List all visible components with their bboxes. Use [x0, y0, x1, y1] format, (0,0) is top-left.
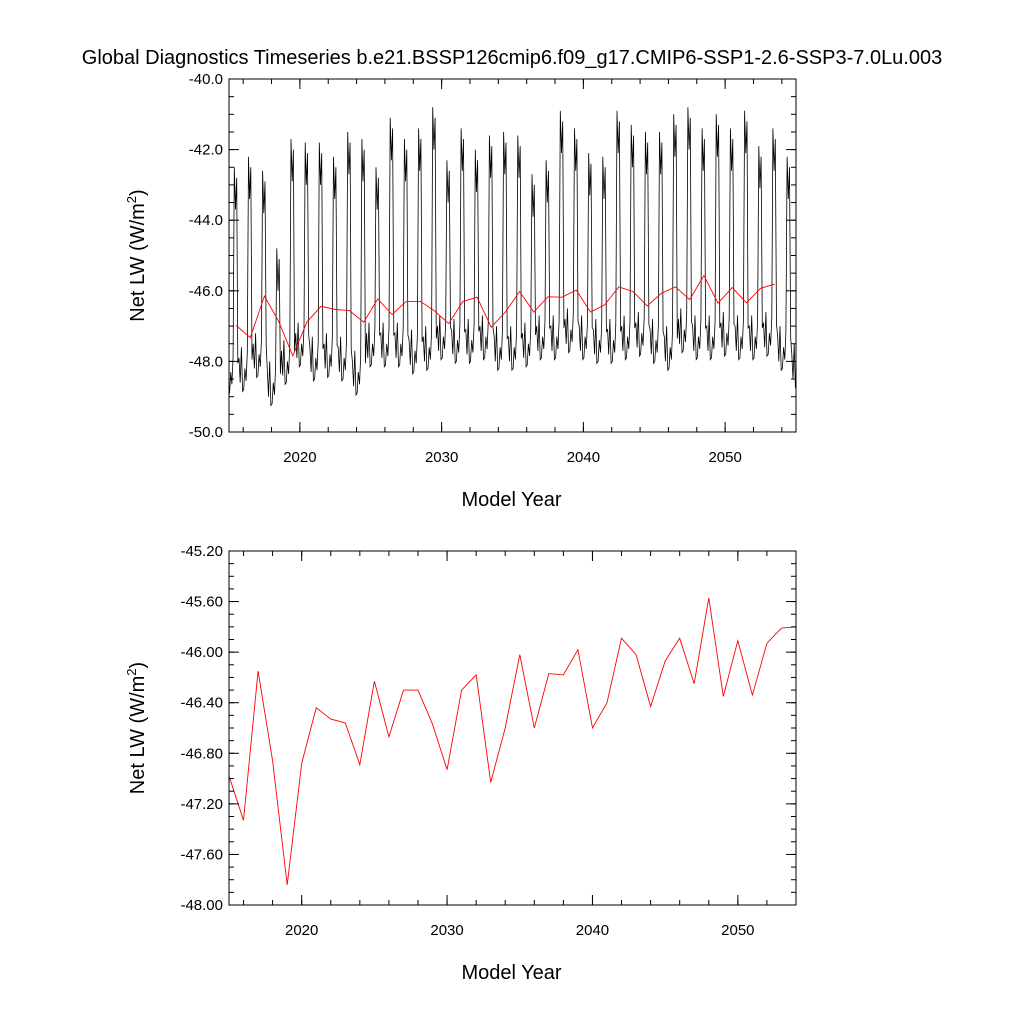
- y-tick-label: -40.0: [189, 71, 223, 88]
- y-axis-label-superscript: 2: [124, 196, 139, 203]
- annual-series-line: [229, 597, 796, 885]
- y-axis-label-main: Net LW (W/m: [127, 203, 149, 322]
- x-axis-label: Model Year: [461, 962, 561, 984]
- y-axis-label: Net LW (W/m2): [124, 662, 149, 794]
- y-tick-label: -47.20: [180, 796, 223, 813]
- x-tick-label: 2050: [708, 449, 741, 466]
- y-tick-label: -48.0: [189, 353, 223, 370]
- x-tick-label: 2050: [721, 922, 754, 939]
- bottom-annual-panel: -48.00 -47.60 -47.20 -46.80 -46.40 -46.00 -45.…: [124, 543, 797, 984]
- x-tick-label: 2040: [567, 449, 600, 466]
- x-tick-label: 2040: [576, 922, 609, 939]
- y-axis-label-main: Net LW (W/m: [127, 676, 149, 795]
- x-tick-label: 2020: [283, 449, 316, 466]
- y-tick-label: -46.0: [189, 283, 223, 300]
- plot-frame: [228, 550, 797, 906]
- annual-series-line: [235, 274, 775, 357]
- y-tick-label: -48.00: [180, 897, 223, 914]
- y-tick-label: -42.0: [189, 142, 223, 159]
- x-tick-label: 2030: [430, 922, 463, 939]
- figure-title: Global Diagnostics Timeseries b.e21.BSSP…: [82, 47, 942, 69]
- y-tick-label: -46.40: [180, 695, 223, 712]
- y-tick-label: -47.60: [180, 846, 223, 863]
- y-axis-label-close: ): [127, 662, 149, 669]
- y-tick-label: -50.0: [189, 424, 223, 441]
- y-tick-label: -45.60: [180, 594, 223, 611]
- x-tick-label: 2020: [285, 922, 318, 939]
- x-axis-label: Model Year: [461, 489, 561, 511]
- x-tick-label: 2030: [425, 449, 458, 466]
- y-tick-label: -44.0: [189, 212, 223, 229]
- monthly-series-line: [229, 107, 796, 407]
- y-tick-label: -45.20: [180, 543, 223, 560]
- y-axis-label-superscript: 2: [124, 668, 139, 675]
- y-tick-label: -46.00: [180, 644, 223, 661]
- y-tick-label: -46.80: [180, 745, 223, 762]
- y-axis-label-close: ): [127, 189, 149, 196]
- plot-frame: [228, 78, 797, 433]
- y-axis-label: Net LW (W/m2): [124, 189, 149, 321]
- top-timeseries-panel: -50.0 -48.0 -46.0 -44.0 -42.0 -40.0 2020 2030 20…: [124, 71, 797, 511]
